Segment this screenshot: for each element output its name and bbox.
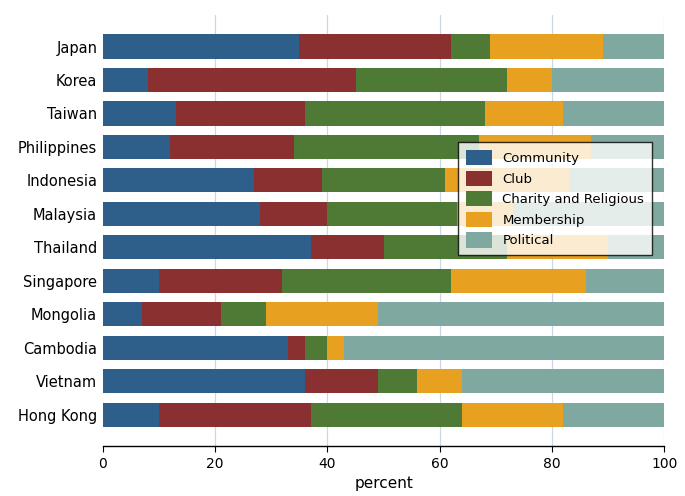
Bar [305, 336, 327, 360]
Bar [451, 35, 490, 59]
Bar [327, 336, 345, 360]
Bar [563, 102, 664, 125]
Bar [327, 202, 457, 226]
Bar [103, 403, 159, 427]
Bar [305, 369, 378, 393]
Bar [310, 235, 384, 259]
Bar [288, 336, 305, 360]
Bar [103, 135, 170, 159]
Legend: Community, Club, Charity and Religious, Membership, Political: Community, Club, Charity and Religious, … [458, 142, 652, 255]
Bar [260, 202, 327, 226]
Bar [103, 302, 142, 326]
Bar [310, 403, 462, 427]
Bar [485, 102, 563, 125]
Bar [445, 168, 569, 192]
X-axis label: percent: percent [354, 476, 413, 492]
Bar [159, 269, 282, 293]
Bar [417, 369, 462, 393]
Bar [103, 336, 288, 360]
Bar [305, 102, 485, 125]
Bar [507, 68, 552, 92]
Bar [103, 168, 254, 192]
Bar [103, 68, 148, 92]
Bar [142, 302, 221, 326]
Bar [479, 135, 591, 159]
Bar [378, 302, 664, 326]
Bar [384, 235, 507, 259]
Bar [563, 403, 664, 427]
Bar [345, 336, 664, 360]
Bar [221, 302, 266, 326]
Bar [103, 35, 299, 59]
Bar [462, 369, 664, 393]
Bar [552, 68, 664, 92]
Bar [103, 369, 305, 393]
Bar [378, 369, 417, 393]
Bar [299, 35, 451, 59]
Bar [457, 202, 513, 226]
Bar [148, 68, 356, 92]
Bar [356, 68, 507, 92]
Bar [103, 235, 310, 259]
Bar [103, 102, 176, 125]
Bar [507, 235, 608, 259]
Bar [513, 202, 664, 226]
Bar [462, 403, 563, 427]
Bar [322, 168, 445, 192]
Bar [603, 35, 664, 59]
Bar [586, 269, 664, 293]
Bar [103, 202, 260, 226]
Bar [176, 102, 305, 125]
Bar [254, 168, 322, 192]
Bar [490, 35, 603, 59]
Bar [170, 135, 294, 159]
Bar [159, 403, 310, 427]
Bar [266, 302, 378, 326]
Bar [569, 168, 664, 192]
Bar [608, 235, 664, 259]
Bar [103, 269, 159, 293]
Bar [282, 269, 451, 293]
Bar [591, 135, 664, 159]
Bar [294, 135, 479, 159]
Bar [451, 269, 586, 293]
